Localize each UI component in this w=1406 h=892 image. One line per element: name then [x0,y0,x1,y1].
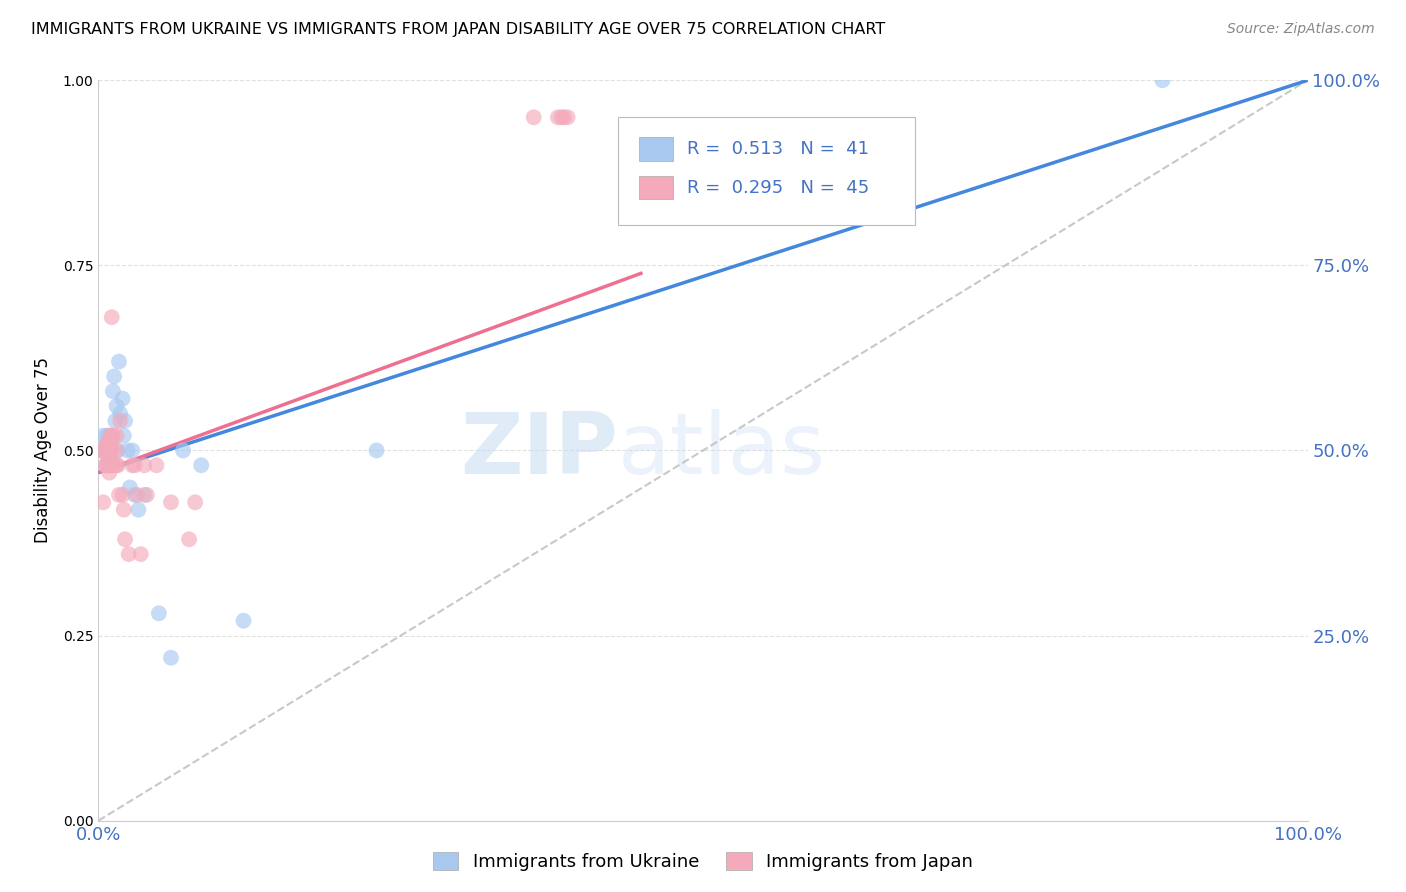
Point [101,384,124,399]
Point [232,614,254,628]
Point [124,488,146,502]
Point [108,354,131,368]
Point [107,443,129,458]
Point [134,458,156,473]
Point [104,414,127,428]
Point [523,111,546,125]
Point [97,436,120,450]
Point [557,111,579,125]
Point [118,547,141,561]
Point [93,443,115,458]
Text: ZIP: ZIP [461,409,619,492]
Point [108,488,131,502]
Point [160,495,183,509]
Point [550,111,572,125]
Point [103,458,125,473]
Point [127,502,149,516]
Point [108,414,131,428]
Point [100,310,122,325]
Point [94,458,117,473]
Point [93,443,115,458]
Point [96,443,118,458]
FancyBboxPatch shape [619,118,915,225]
Point [105,443,128,458]
FancyBboxPatch shape [638,176,673,200]
Text: R =  0.295   N =  45: R = 0.295 N = 45 [688,178,869,196]
Point [91,428,114,442]
Point [98,428,121,442]
Point [121,458,143,473]
Point [96,436,118,450]
Point [114,533,136,547]
Point [100,443,122,458]
Point [121,443,143,458]
FancyBboxPatch shape [638,137,673,161]
Point [100,458,122,473]
Point [1152,73,1174,87]
Point [105,399,128,413]
Point [97,450,120,465]
Point [184,495,207,509]
Point [366,443,388,458]
Point [100,428,122,442]
Point [134,488,156,502]
Point [98,436,121,450]
Point [553,111,575,125]
Point [91,443,114,458]
Text: IMMIGRANTS FROM UKRAINE VS IMMIGRANTS FROM JAPAN DISABILITY AGE OVER 75 CORRELAT: IMMIGRANTS FROM UKRAINE VS IMMIGRANTS FR… [31,22,886,37]
Point [91,443,114,458]
Point [94,458,117,473]
Point [129,547,152,561]
Point [124,458,146,473]
Point [148,607,170,621]
Point [97,450,120,465]
Text: atlas: atlas [619,409,827,492]
Point [98,436,121,450]
Point [107,458,129,473]
Point [135,488,157,502]
Point [117,443,139,458]
Point [111,392,134,406]
Point [101,428,124,442]
Point [100,458,122,473]
Text: Source: ZipAtlas.com: Source: ZipAtlas.com [1227,22,1375,37]
Point [105,458,128,473]
Point [127,488,149,502]
Point [112,428,135,442]
Legend: Immigrants from Ukraine, Immigrants from Japan: Immigrants from Ukraine, Immigrants from… [426,846,980,879]
Y-axis label: Disability Age Over 75: Disability Age Over 75 [34,358,52,543]
Point [96,458,118,473]
Point [98,458,121,473]
Point [98,466,121,480]
Point [118,480,141,494]
Point [160,650,183,665]
Text: R =  0.513   N =  41: R = 0.513 N = 41 [688,140,869,158]
Point [100,443,122,458]
Point [100,433,122,447]
Point [97,443,120,458]
Point [172,443,194,458]
Point [190,458,212,473]
Point [100,443,122,458]
Point [98,443,121,458]
Point [100,450,122,465]
Point [96,428,118,442]
Point [114,414,136,428]
Point [547,111,569,125]
Point [100,428,122,442]
Point [179,533,201,547]
Point [97,436,120,450]
Point [100,443,122,458]
Point [112,502,135,516]
Point [105,428,128,442]
Point [103,369,125,384]
Point [98,443,121,458]
Point [108,407,131,421]
Point [111,488,134,502]
Point [145,458,167,473]
Point [100,436,122,450]
Point [91,495,114,509]
